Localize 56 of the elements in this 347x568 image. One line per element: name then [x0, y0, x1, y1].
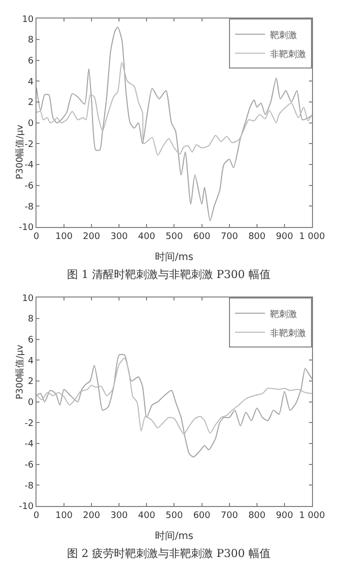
- line-series: [36, 26, 312, 222]
- x-axis-title: 时间/ms: [155, 251, 194, 263]
- x-tick-label: 100: [55, 510, 73, 521]
- x-tick-label: 900: [276, 510, 294, 521]
- y-tick-label: 0: [28, 119, 34, 130]
- x-tick-label: 700: [220, 510, 238, 521]
- y-tick-label: 8: [28, 314, 34, 325]
- line-series: [36, 62, 312, 156]
- x-tick-label: 800: [248, 510, 266, 521]
- y-tick-label: 4: [28, 77, 34, 88]
- y-tick-label: 0: [28, 398, 34, 408]
- y-tick-label: 6: [28, 336, 34, 346]
- legend-label: 靶刺激: [270, 30, 298, 41]
- x-tick-label: 600: [193, 510, 211, 521]
- text: 图 1 清醒时靶刺激与非靶刺激 P300 幅值: [67, 268, 270, 281]
- x-tick-label: 500: [166, 510, 184, 521]
- x-tick-label: 900: [276, 232, 294, 242]
- y-tick-label: -10: [18, 502, 34, 512]
- y-tick-label: -8: [24, 202, 34, 212]
- x-tick-label: 200: [82, 510, 100, 521]
- y-tick-label: -6: [24, 181, 34, 192]
- x-tick-label: 400: [138, 232, 156, 242]
- x-tick-label: 500: [166, 232, 184, 242]
- y-tick-label: 8: [28, 36, 34, 46]
- text: 图 2 疲劳时靶刺激与非靶刺激 P300 幅值: [67, 547, 270, 560]
- y-tick-label: -2: [24, 418, 34, 429]
- legend-label: 靶刺激: [270, 308, 298, 320]
- x-tick-label: 600: [193, 232, 211, 242]
- y-tick-label: -10: [18, 223, 34, 234]
- x-tick-label: 100: [55, 232, 73, 242]
- x-tick-label: 300: [110, 510, 128, 521]
- y-tick-label: 2: [28, 98, 34, 108]
- y-tick-label: 2: [28, 377, 34, 388]
- line-series: [36, 354, 312, 458]
- x-tick-label: 1 000: [299, 510, 326, 521]
- line-series: [36, 358, 312, 435]
- y-tick-label: 10: [22, 294, 34, 304]
- x-tick-label: 800: [248, 232, 266, 242]
- y-tick-label: -8: [24, 481, 34, 492]
- x-tick-label: 1 000: [299, 232, 326, 242]
- legend-label: 非靶刺激: [270, 48, 306, 60]
- x-tick-label: 300: [110, 232, 128, 242]
- y-axis-title: P300幅值/μv: [14, 344, 26, 400]
- x-tick-label: 400: [138, 510, 156, 521]
- y-tick-label: 6: [28, 56, 34, 67]
- y-axis-title: P300幅值/μv: [14, 124, 26, 180]
- y-tick-label: -4: [24, 440, 34, 450]
- y-tick-label: 4: [28, 356, 34, 366]
- y-tick-label: -4: [24, 160, 34, 171]
- x-tick-label: 700: [220, 232, 238, 242]
- y-tick-label: -2: [24, 140, 34, 150]
- y-tick-label: 10: [22, 14, 34, 25]
- x-tick-label: 200: [82, 232, 100, 242]
- y-tick-label: -6: [24, 460, 34, 470]
- x-axis-title: 时间/ms: [155, 530, 194, 542]
- legend-label: 非靶刺激: [270, 328, 306, 339]
